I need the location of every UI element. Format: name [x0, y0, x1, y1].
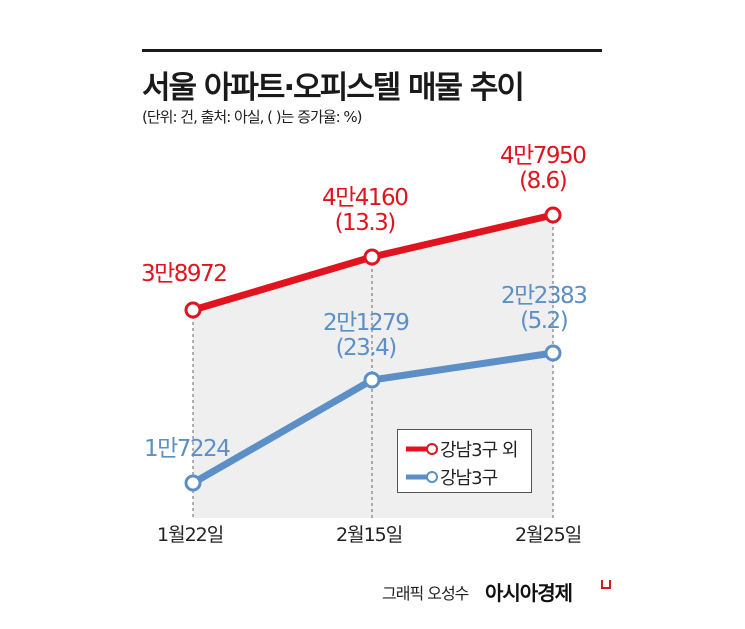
legend-item-outside-gangnam: 강남3구 외 — [406, 436, 518, 462]
blue-line-marker-icon — [406, 471, 438, 483]
x-tick-1: 1월22일 — [157, 524, 224, 546]
label-blue-1: 1만7224 — [144, 436, 231, 462]
label-blue-2: 2만1279 (23.4) — [323, 310, 410, 361]
brand-mark-icon — [601, 580, 611, 589]
brand-logo: 아시아경제 — [485, 581, 573, 605]
legend: 강남3구 외 강남3구 — [397, 429, 532, 493]
red-markers — [184, 206, 562, 319]
blue-markers — [184, 344, 562, 492]
label-red-3: 4만7950 (8.6) — [500, 143, 587, 194]
x-tick-2: 2월15일 — [336, 524, 403, 546]
chart-title: 서울 아파트·오피스텔 매물 추이 — [142, 70, 525, 106]
chart-subtitle: (단위: 건, 출처: 아실, ( )는 증가율: %) — [142, 108, 363, 126]
label-red-2: 4만4160 (13.3) — [322, 185, 409, 236]
legend-item-gangnam: 강남3구 — [406, 464, 498, 490]
title-rule — [142, 49, 602, 52]
label-blue-3: 2만2383 (5.2) — [501, 283, 588, 334]
label-red-1: 3만8972 — [141, 261, 228, 287]
x-tick-3: 2월25일 — [515, 524, 582, 546]
graphic-credit: 그래픽 오성수 — [382, 584, 469, 603]
red-line-marker-icon — [406, 443, 438, 455]
